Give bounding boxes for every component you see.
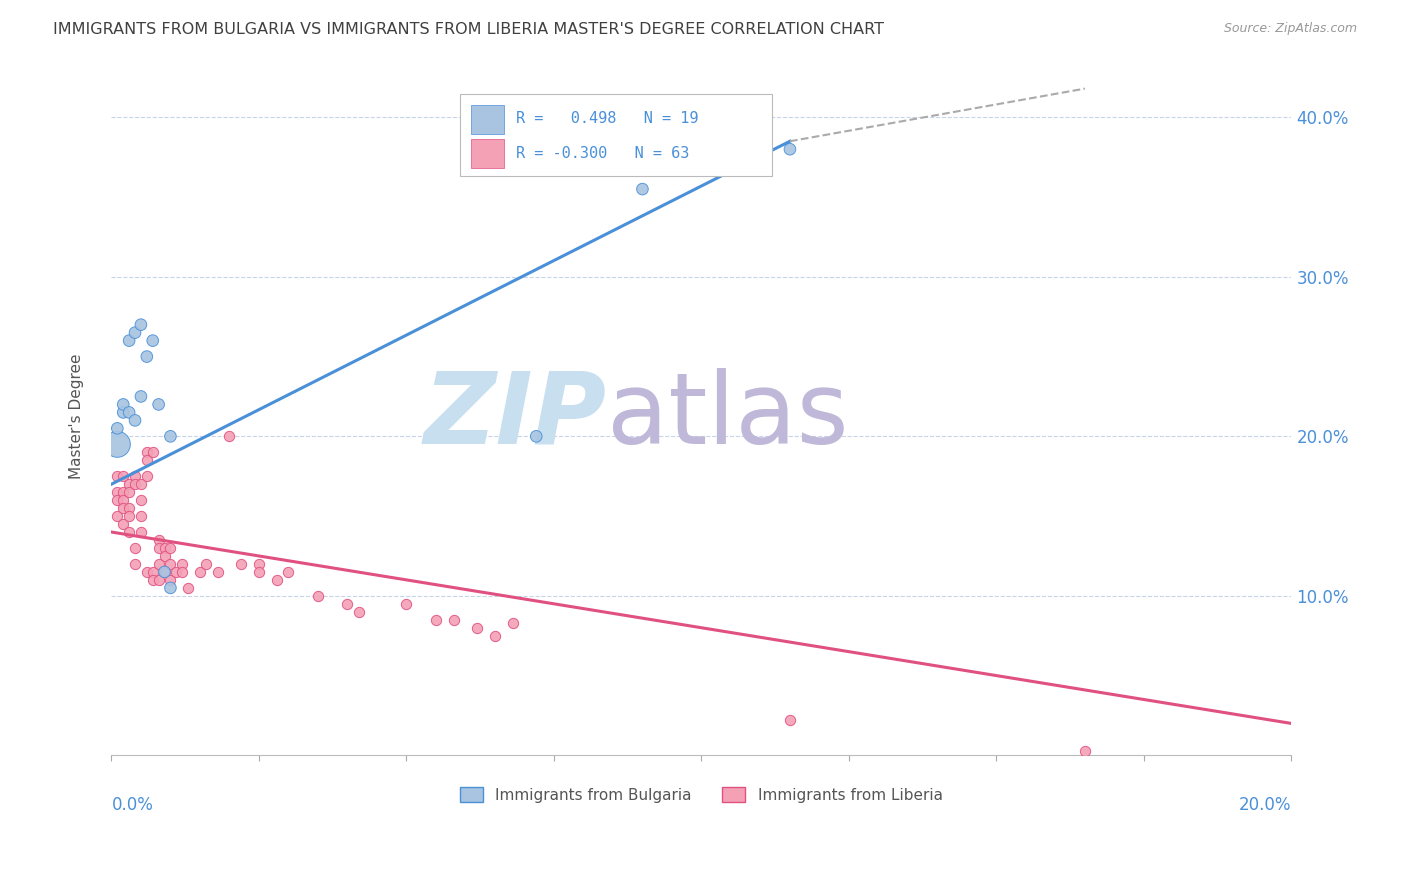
Point bbox=[153, 541, 176, 555]
Point bbox=[112, 405, 135, 419]
Point bbox=[443, 613, 465, 627]
Point bbox=[124, 326, 146, 340]
Text: Master's Degree: Master's Degree bbox=[69, 353, 83, 479]
Text: Source: ZipAtlas.com: Source: ZipAtlas.com bbox=[1223, 22, 1357, 36]
Legend: Immigrants from Bulgaria, Immigrants from Liberia: Immigrants from Bulgaria, Immigrants fro… bbox=[454, 780, 949, 809]
Text: IMMIGRANTS FROM BULGARIA VS IMMIGRANTS FROM LIBERIA MASTER'S DEGREE CORRELATION : IMMIGRANTS FROM BULGARIA VS IMMIGRANTS F… bbox=[53, 22, 884, 37]
Point bbox=[124, 557, 146, 571]
Point bbox=[118, 524, 141, 539]
Point bbox=[129, 493, 152, 508]
Point bbox=[112, 397, 135, 411]
Point bbox=[118, 509, 141, 524]
Point bbox=[112, 493, 135, 508]
Point bbox=[153, 549, 176, 563]
Point bbox=[631, 182, 654, 196]
Point bbox=[118, 501, 141, 516]
Point bbox=[142, 445, 165, 459]
Point bbox=[425, 613, 447, 627]
FancyBboxPatch shape bbox=[471, 139, 505, 168]
Point bbox=[247, 565, 270, 579]
Point bbox=[307, 589, 329, 603]
Text: 0.0%: 0.0% bbox=[111, 796, 153, 814]
Point bbox=[105, 509, 128, 524]
Point bbox=[177, 581, 200, 595]
Point bbox=[165, 565, 187, 579]
Point bbox=[129, 524, 152, 539]
Point bbox=[135, 565, 157, 579]
Point bbox=[105, 493, 128, 508]
Point bbox=[172, 565, 194, 579]
Point bbox=[218, 429, 240, 443]
Point bbox=[465, 621, 488, 635]
Text: 20.0%: 20.0% bbox=[1239, 796, 1292, 814]
Point bbox=[142, 565, 165, 579]
Text: atlas: atlas bbox=[607, 368, 849, 465]
Point bbox=[277, 565, 299, 579]
Point bbox=[118, 334, 141, 348]
Point bbox=[148, 541, 170, 555]
Point bbox=[336, 597, 359, 611]
Point bbox=[112, 485, 135, 500]
Point bbox=[153, 565, 176, 579]
Point bbox=[124, 469, 146, 483]
Point bbox=[172, 557, 194, 571]
Point bbox=[105, 469, 128, 483]
Point bbox=[112, 501, 135, 516]
Point bbox=[247, 557, 270, 571]
Point bbox=[484, 629, 506, 643]
Point bbox=[502, 615, 524, 630]
Point bbox=[231, 557, 253, 571]
Point bbox=[129, 477, 152, 491]
Text: R =   0.498   N = 19: R = 0.498 N = 19 bbox=[516, 111, 699, 126]
Point bbox=[118, 405, 141, 419]
Point bbox=[779, 142, 801, 156]
Point bbox=[207, 565, 229, 579]
Point bbox=[135, 350, 157, 364]
Point bbox=[112, 517, 135, 532]
Point bbox=[159, 541, 181, 555]
Point bbox=[148, 573, 170, 587]
Point bbox=[148, 533, 170, 547]
Point bbox=[194, 557, 217, 571]
Point bbox=[159, 557, 181, 571]
Point bbox=[159, 581, 181, 595]
Point bbox=[779, 713, 801, 727]
Point bbox=[118, 477, 141, 491]
Point bbox=[135, 469, 157, 483]
Point bbox=[148, 397, 170, 411]
Point bbox=[118, 485, 141, 500]
FancyBboxPatch shape bbox=[471, 105, 505, 134]
Point bbox=[105, 485, 128, 500]
Point bbox=[124, 413, 146, 427]
Point bbox=[153, 565, 176, 579]
Point bbox=[112, 469, 135, 483]
Point bbox=[142, 573, 165, 587]
Point bbox=[159, 429, 181, 443]
Point bbox=[129, 509, 152, 524]
Point bbox=[124, 477, 146, 491]
Point bbox=[105, 421, 128, 435]
Point bbox=[135, 445, 157, 459]
Point bbox=[129, 318, 152, 332]
Point bbox=[124, 541, 146, 555]
Text: R = -0.300   N = 63: R = -0.300 N = 63 bbox=[516, 146, 689, 161]
Point bbox=[142, 334, 165, 348]
FancyBboxPatch shape bbox=[460, 95, 772, 176]
Point bbox=[1074, 743, 1097, 757]
Point bbox=[159, 573, 181, 587]
Point bbox=[105, 437, 128, 451]
Point bbox=[188, 565, 211, 579]
Point bbox=[148, 557, 170, 571]
Point bbox=[524, 429, 547, 443]
Point bbox=[135, 453, 157, 467]
Point bbox=[129, 389, 152, 403]
Text: ZIP: ZIP bbox=[425, 368, 607, 465]
Point bbox=[395, 597, 418, 611]
Point bbox=[266, 573, 288, 587]
Point bbox=[349, 605, 371, 619]
